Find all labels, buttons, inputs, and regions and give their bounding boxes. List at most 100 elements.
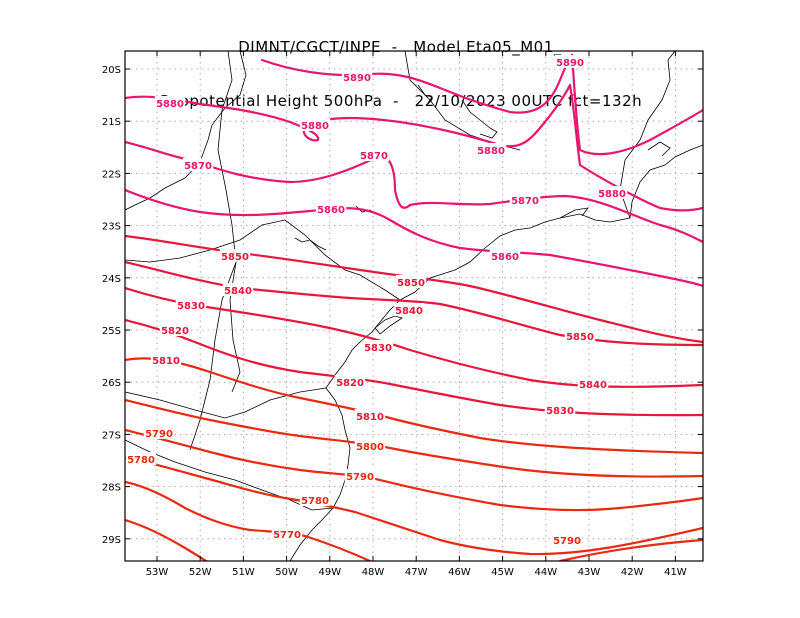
- contour-label-text: 5790: [553, 536, 581, 547]
- contour-label-text: 5790: [145, 429, 173, 440]
- lat-label: 20S: [102, 65, 121, 76]
- contour-label-bg: [544, 403, 576, 416]
- contour-label-text: 5820: [336, 378, 364, 389]
- contour-label: 5860: [489, 249, 521, 263]
- contour-label-text: 5870: [184, 161, 212, 172]
- contour-label-bg: [125, 452, 157, 465]
- bay-guanabara: [461, 99, 498, 139]
- contour-label-bg: [393, 303, 425, 316]
- contour-label-text: 5820: [161, 326, 189, 337]
- contour-5770: [125, 480, 372, 561]
- contour-label: 5850: [219, 249, 251, 263]
- lat-label: 21S: [102, 117, 121, 128]
- lon-label: 51W: [232, 567, 255, 578]
- contour-label-bg: [334, 375, 366, 388]
- contour-label-bg: [341, 70, 373, 83]
- state-border-sp-rj: [619, 51, 676, 219]
- contour-label: 5880: [154, 96, 186, 110]
- lat-label: 25S: [102, 326, 121, 337]
- contour-label-text: 5840: [224, 286, 252, 297]
- contour-label-bg: [222, 283, 254, 296]
- contour-label-text: 5880: [301, 121, 329, 132]
- contour-label-bg: [362, 340, 394, 353]
- state-border-pr-sc: [125, 387, 327, 419]
- contour-label-bg: [354, 439, 386, 452]
- contour-label: 5850: [564, 329, 596, 343]
- lon-label: 45W: [491, 567, 514, 578]
- contour-label: 5840: [393, 303, 425, 317]
- contour-label-bg: [596, 186, 628, 199]
- contour-5790-east: [558, 538, 703, 561]
- contour-label-bg: [577, 377, 609, 390]
- contour-label-bg: [299, 493, 331, 506]
- lon-label: 48W: [362, 567, 385, 578]
- contour-label-text: 5830: [177, 301, 205, 312]
- lat-label: 22S: [102, 169, 121, 180]
- lon-label: 47W: [405, 567, 428, 578]
- contour-label-text: 5890: [556, 58, 584, 69]
- contour-5760: [125, 518, 209, 561]
- contour-label-bg: [154, 96, 186, 109]
- contour-label: 5860: [315, 202, 347, 216]
- contour-label-bg: [143, 426, 175, 439]
- contour-label-bg: [344, 469, 376, 482]
- contour-label-text: 5770: [273, 530, 301, 541]
- contour-label: 5890: [554, 55, 586, 69]
- contour-label: 5870: [358, 148, 390, 162]
- contour-label-text: 5860: [491, 252, 519, 263]
- contour-5860: [125, 188, 703, 288]
- contour-label: 5850: [395, 275, 427, 289]
- contour-label: 5790: [551, 533, 583, 547]
- contour-label-bg: [358, 148, 390, 161]
- contour-label: 5830: [175, 298, 207, 312]
- contour-label: 5870: [509, 193, 541, 207]
- contour-5780: [125, 456, 703, 556]
- lon-label: 44W: [534, 567, 557, 578]
- inland-lake: [417, 84, 433, 104]
- lon-label: 46W: [448, 567, 471, 578]
- contour-label-bg: [475, 143, 507, 156]
- contour-5800: [125, 398, 703, 478]
- contour-label-bg: [299, 118, 331, 131]
- lon-label: 50W: [275, 567, 298, 578]
- contour-label-text: 5790: [346, 472, 374, 483]
- contour-label: 5880: [596, 186, 628, 200]
- contour-label-bg: [354, 409, 386, 422]
- lat-label: 23S: [102, 222, 121, 233]
- title-line-2: Geopotential Height 500hPa - 22/10/2023 …: [157, 92, 643, 110]
- contour-label-text: 5780: [127, 455, 155, 466]
- contour-label-text: 5850: [566, 332, 594, 343]
- contour-label-text: 5840: [395, 306, 423, 317]
- contour-5890: [260, 53, 574, 114]
- contour-label-text: 5880: [477, 146, 505, 157]
- contour-label-text: 5830: [364, 343, 392, 354]
- contour-label-bg: [509, 193, 541, 206]
- contour-label: 5810: [150, 353, 182, 367]
- coastline: [289, 144, 703, 561]
- contour-label-text: 5810: [356, 412, 384, 423]
- lon-label: 49W: [318, 567, 341, 578]
- contour-label: 5820: [159, 323, 191, 337]
- contour-label: 5830: [544, 403, 576, 417]
- contour-5850: [125, 234, 703, 344]
- contour-5790: [125, 428, 703, 512]
- contour-5810: [125, 357, 703, 455]
- contour-label-bg: [551, 533, 583, 546]
- contour-label-text: 5870: [360, 151, 388, 162]
- coast-inlet-rj: [559, 207, 589, 219]
- contour-labels: 5890 5890 5880 5880 5880 5880 5870 5870 5870 5860…: [125, 55, 628, 547]
- lon-label: 41W: [664, 567, 687, 578]
- contour-label-text: 5880: [156, 99, 184, 110]
- contour-label: 5830: [362, 340, 394, 354]
- contour-label-bg: [395, 275, 427, 288]
- contour-label-text: 5810: [152, 356, 180, 367]
- contour-label-text: 5830: [546, 406, 574, 417]
- contour-label-bg: [219, 249, 251, 262]
- contour-label: 5870: [182, 158, 214, 172]
- contour-label: 5770: [271, 527, 303, 541]
- state-border-sp-pr: [125, 219, 401, 301]
- country-border-west: [217, 51, 241, 393]
- contour-label-bg: [554, 55, 586, 68]
- contour-5870: [125, 140, 703, 244]
